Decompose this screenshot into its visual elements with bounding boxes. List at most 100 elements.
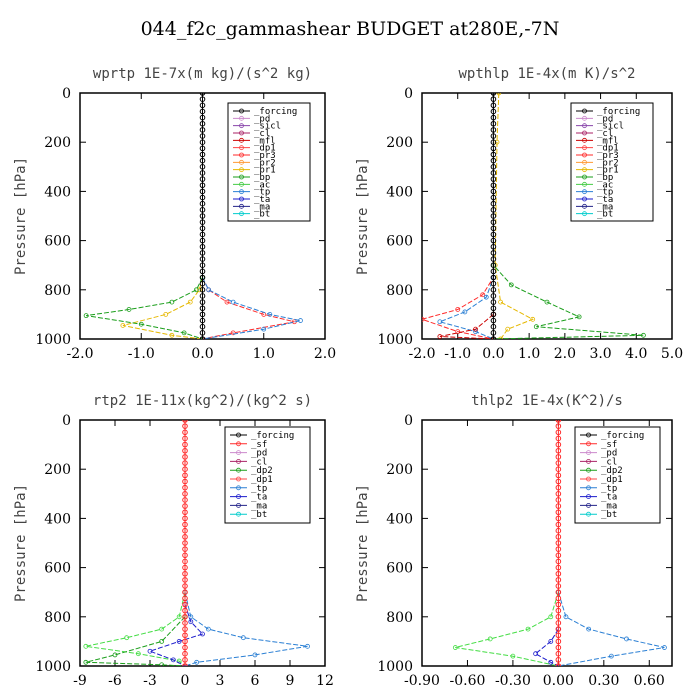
data-point [261,326,267,332]
x-tick-label: -0.90 [404,673,440,689]
data-point [490,225,497,232]
data-point [555,447,562,454]
x-tick-label: 0.00 [543,673,574,689]
y-tick-label: 0 [62,413,71,429]
legend: _forcing_pd_sicl_cl_mfl_dp1_pr3_pr2_pr1_… [570,102,654,222]
legend-entry: _forcing [601,431,644,441]
legend-entry: _bt [254,210,270,220]
data-point [182,521,188,528]
x-tick-label: 3 [216,673,225,689]
data-point [182,484,188,491]
data-point [199,176,206,182]
legend-entry: _ac [254,180,270,190]
legend-marker [586,502,591,508]
data-point [555,420,562,423]
data-point [555,657,562,663]
data-point [490,114,497,121]
y-axis-label: Pressure [hPa] [13,157,29,275]
legend-marker [582,189,587,195]
y-tick-label: 1000 [35,332,71,348]
data-point [494,139,500,145]
legend-marker [582,174,587,180]
legend-marker [582,181,587,187]
chart-panel-1: wprtp 1E-7x(m kg)/(s^2 kg) Pressure [hPa]… [13,66,336,362]
data-point [555,503,562,509]
data-point [490,93,497,96]
data-point [181,330,187,336]
legend-marker [236,502,241,508]
data-point [120,323,126,328]
legend-marker [586,476,591,482]
data-point [182,620,188,626]
data-point [135,651,141,657]
series-group [422,93,646,339]
data-point [199,164,206,170]
data-point [437,334,443,339]
data-point [490,127,497,133]
data-point [112,652,118,658]
data-point [182,614,188,620]
data-point [199,127,206,133]
legend-entry: _ta [251,493,267,503]
y-tick-label: 400 [44,511,71,527]
data-point [490,157,497,164]
data-point [199,133,206,139]
data-point [182,595,188,602]
data-point [169,299,175,305]
data-point [199,330,206,336]
y-tick-label: 800 [44,283,71,299]
data-point [490,299,497,305]
legend-entry: _bp [254,173,270,183]
data-point [182,447,188,454]
data-point [437,319,443,325]
data-point [182,441,188,448]
data-point [555,558,562,565]
legend-entry: _sf [251,440,267,450]
data-point [490,336,497,339]
data-point [199,139,206,145]
legend: _forcing_sf_pd_cl_dp2_dp1_tp_ta_ma_bt [574,426,661,524]
legend-entry: _bt [251,510,267,520]
data-point [555,534,562,540]
legend-entry: _dp1 [251,475,273,485]
data-point [576,314,582,320]
data-point [490,182,497,189]
data-point [206,287,212,293]
legend-marker [586,494,591,500]
series-group [83,93,303,339]
data-point [455,307,461,312]
legend-entry: _forcing [597,107,640,117]
data-point [490,194,497,201]
data-point [490,102,497,109]
legend-entry: _ma [254,202,270,212]
data-point [490,219,497,225]
legend-entry: _pd [251,449,267,459]
data-point [83,643,89,649]
data-point [182,552,188,559]
legend-entry: _pd [597,114,613,124]
legend-entry: _cl [254,129,270,139]
data-point [182,570,188,577]
panel-title: rtp2 1E-11x(kg^2)/(kg^2 s) [93,393,312,409]
series-line [455,592,559,666]
data-point [163,311,169,317]
data-point [530,316,536,322]
legend: _forcing_sf_pd_cl_dp2_dp1_tp_ta_ma_bt [224,426,311,524]
data-point [490,176,497,182]
data-point [199,157,206,164]
data-point [199,200,206,207]
data-point [182,583,188,589]
legend-entry: _sf [601,440,617,450]
data-point [182,478,188,485]
y-tick-label: 600 [386,561,413,577]
data-point [182,435,188,442]
legend-entry: _ta [254,195,270,205]
data-point [555,570,562,577]
data-point [182,657,188,663]
series-line [184,592,308,666]
series-line [494,93,534,339]
data-point [555,423,562,429]
data-point [555,620,562,626]
data-point [555,638,562,645]
legend-marker [582,159,587,165]
